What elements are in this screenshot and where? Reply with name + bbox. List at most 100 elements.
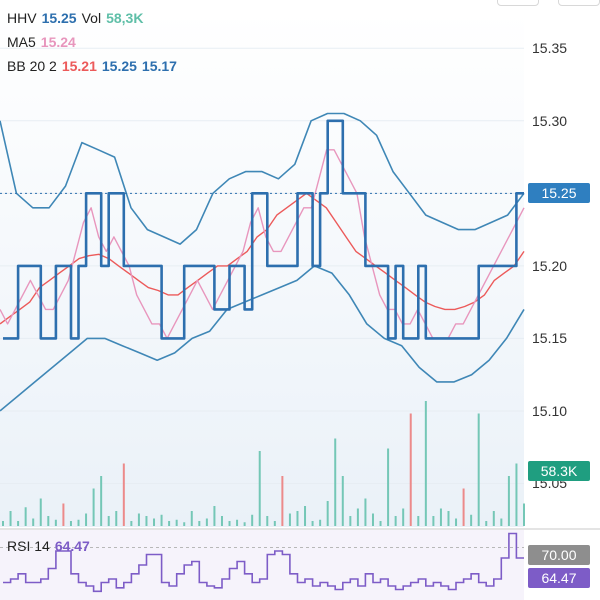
volume-bar xyxy=(220,516,223,526)
volume-bar xyxy=(356,508,359,526)
legend-bb-upper: 15.25 xyxy=(101,58,137,74)
volume-bar xyxy=(364,498,367,526)
volume-bar xyxy=(273,521,276,526)
volume-bar xyxy=(115,511,118,526)
volume-bar xyxy=(198,521,201,526)
volume-bar xyxy=(9,511,12,526)
volume-bar xyxy=(122,463,125,526)
volume-bar xyxy=(183,522,186,526)
volume-bar xyxy=(477,413,480,526)
volume-bar xyxy=(424,401,427,526)
bb-upper-line xyxy=(0,112,525,245)
volume-bar xyxy=(341,476,344,526)
hhv-line xyxy=(3,119,524,340)
volume-bar xyxy=(168,521,171,526)
y-tick-label: 15.35 xyxy=(532,40,568,57)
volume-bar xyxy=(153,518,156,526)
legend-bb-lower: 15.17 xyxy=(141,58,177,74)
legend-rsi-value: 64.47 xyxy=(54,538,90,554)
volume-bar xyxy=(85,513,88,526)
volume-bar xyxy=(258,451,261,526)
volume-bar xyxy=(394,516,397,526)
volume-bar xyxy=(288,513,291,526)
legend-hhv-label: HHV xyxy=(7,10,37,26)
volume-bar xyxy=(160,514,163,526)
volume-bar xyxy=(387,448,390,526)
volume-bar xyxy=(296,511,299,526)
y-tick-label: 15.30 xyxy=(532,112,568,129)
volume-badge: 58.3K xyxy=(528,461,590,481)
volume-bar xyxy=(130,521,133,526)
volume-bar xyxy=(304,506,307,526)
volume-bar xyxy=(54,519,57,526)
y-tick-label: 15.10 xyxy=(532,402,568,419)
volume-bar xyxy=(92,488,95,526)
legend-rsi-label: RSI 14 xyxy=(7,538,50,554)
volume-bar xyxy=(251,514,254,526)
legend-bb-label: BB 20 2 xyxy=(7,58,57,74)
volume-bar xyxy=(485,521,488,526)
volume-bar xyxy=(69,521,72,526)
volume-bar xyxy=(137,513,140,526)
legend-bb-mid: 15.21 xyxy=(61,58,97,74)
volume-bar xyxy=(77,519,80,526)
volume-bar xyxy=(379,521,382,526)
toolbar-button[interactable] xyxy=(497,0,539,6)
legend-ma-value: 15.24 xyxy=(40,34,76,50)
volume-bar xyxy=(409,413,412,526)
y-tick-label: 15.20 xyxy=(532,257,568,274)
volume-bar xyxy=(2,521,4,526)
volume-bar xyxy=(236,519,239,526)
rsi-line xyxy=(3,532,524,593)
volume-bar xyxy=(319,519,322,526)
volume-bar xyxy=(281,476,284,526)
legend-row-hhv: HHV 15.25 Vol 58,3K xyxy=(7,9,148,27)
volume-bar xyxy=(523,503,525,526)
y-tick-label: 15.15 xyxy=(532,330,568,347)
legend-row-rsi: RSI 14 64.47 xyxy=(7,537,95,555)
legend-vol-value: 58,3K xyxy=(106,10,144,26)
volume-bar xyxy=(439,508,442,526)
volume-bar xyxy=(190,511,193,526)
volume-bar xyxy=(462,488,465,526)
legend-hhv-value: 15.25 xyxy=(41,10,77,26)
volume-bar xyxy=(266,516,269,526)
volume-bar xyxy=(326,501,329,526)
current-price-badge: 15.25 xyxy=(528,183,590,204)
volume-bar xyxy=(145,516,148,526)
volume-bar xyxy=(515,463,518,526)
volume-bar xyxy=(62,503,65,526)
toolbar-button[interactable] xyxy=(558,0,600,6)
volume-bar xyxy=(349,516,352,526)
volume-bar xyxy=(492,511,495,526)
rsi-value-badge: 64.47 xyxy=(528,568,590,588)
volume-bar xyxy=(402,508,405,526)
volume-bar xyxy=(500,518,503,526)
legend-vol-label: Vol xyxy=(81,10,102,26)
volume-bar xyxy=(175,519,178,526)
volume-bar xyxy=(100,476,103,526)
rsi-background xyxy=(0,530,524,600)
volume-bar xyxy=(371,513,374,526)
legend-row-ma: MA5 15.24 xyxy=(7,33,81,51)
volume-bar xyxy=(213,506,216,526)
volume-bar xyxy=(228,521,231,526)
volume-bar xyxy=(47,516,50,526)
volume-bar xyxy=(455,518,458,526)
volume-bar xyxy=(311,521,314,526)
volume-bar xyxy=(432,516,435,526)
bb-lower-line xyxy=(0,265,525,412)
volume-bar xyxy=(447,511,450,526)
volume-bar xyxy=(17,521,20,526)
volume-bar xyxy=(107,516,110,526)
legend-ma-label: MA5 xyxy=(7,34,36,50)
legend-row-bb: BB 20 2 15.21 15.25 15.17 xyxy=(7,57,182,75)
volume-bar xyxy=(32,518,35,526)
volume-bar xyxy=(243,522,246,526)
volume-bar xyxy=(470,514,473,526)
plot-background xyxy=(0,12,524,527)
rsi-level-badge: 70.00 xyxy=(528,545,590,565)
volume-bar xyxy=(417,516,420,526)
